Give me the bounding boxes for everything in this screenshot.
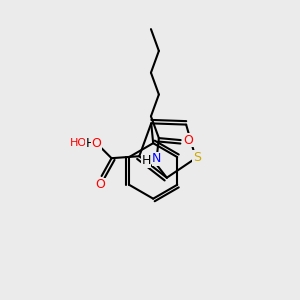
Text: O: O: [92, 137, 102, 150]
Text: O: O: [96, 178, 106, 191]
Text: H: H: [85, 137, 95, 150]
Text: O: O: [184, 134, 194, 147]
Text: H: H: [141, 154, 151, 167]
Text: HO: HO: [70, 138, 87, 148]
Text: N: N: [152, 152, 162, 165]
Text: S: S: [193, 151, 201, 164]
